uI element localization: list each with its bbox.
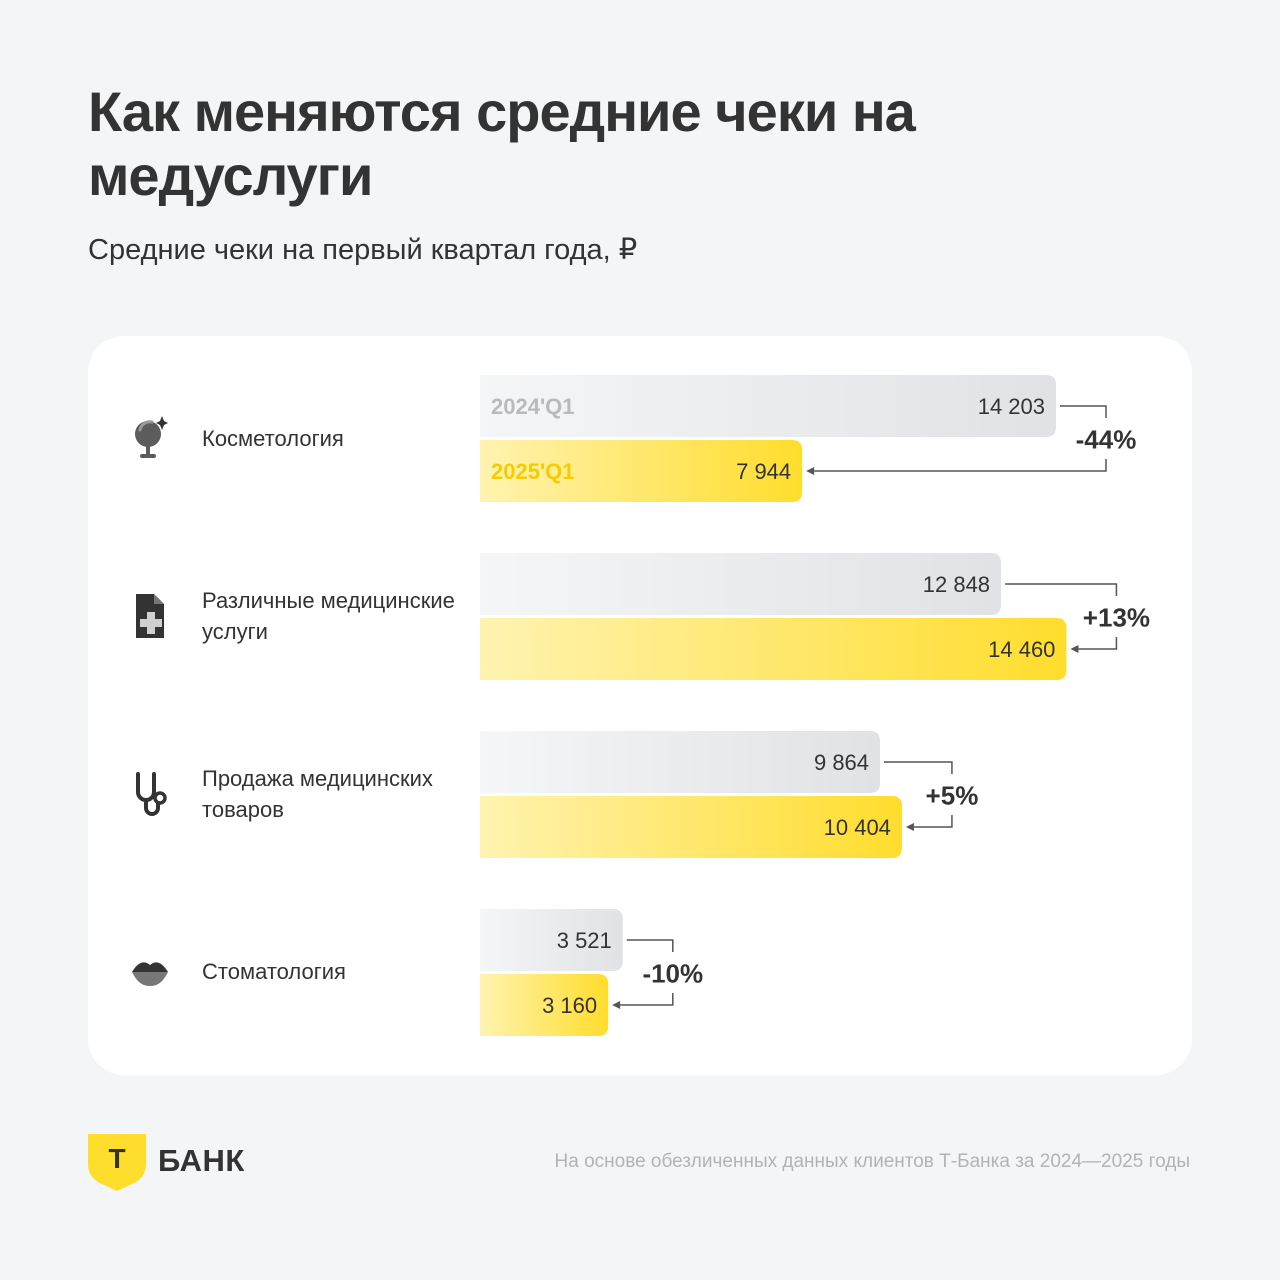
connector-arrow-dentistry <box>612 1001 621 1009</box>
logo-brand-text: БАНК <box>158 1143 245 1178</box>
bar-medical-services-2025 <box>480 618 1067 680</box>
connector-dentistry <box>620 939 674 1006</box>
category-label-cosmetology: Косметология <box>202 426 344 451</box>
legend-label-2025: 2025'Q1 <box>491 459 575 484</box>
connector-arrow-medical-services <box>1070 645 1079 653</box>
value-label-dentistry-2024: 3 521 <box>557 928 612 953</box>
bar-cosmetology-2024 <box>480 375 1056 437</box>
bar-medical-goods-2024 <box>480 731 881 793</box>
value-label-cosmetology-2025: 7 944 <box>736 459 791 484</box>
medical-document-icon <box>136 594 164 638</box>
mirror-icon <box>135 416 168 458</box>
tbank-logo: Т БАНК <box>88 1134 288 1192</box>
value-label-dentistry-2025: 3 160 <box>542 993 597 1018</box>
connector-arrow-cosmetology <box>806 467 815 475</box>
connector-cosmetology <box>814 405 1107 472</box>
change-label-medical-goods: +5% <box>926 781 979 811</box>
page-subtitle: Средние чеки на первый квартал года, ₽ <box>88 234 638 266</box>
value-label-medical-goods-2024: 9 864 <box>814 750 869 775</box>
change-label-dentistry: -10% <box>642 959 703 989</box>
connector-medical-services <box>1005 583 1118 650</box>
connector-arrow-medical-goods <box>905 823 914 831</box>
change-label-medical-services: +13% <box>1083 603 1150 633</box>
bar-cosmetology-2025 <box>480 440 803 502</box>
stethoscope-icon <box>136 772 167 816</box>
category-label-medical-goods: Продажа медицинских товаров <box>202 766 433 822</box>
category-label-medical-services: Различные медицинские услуги <box>202 588 455 644</box>
lips-icon <box>132 962 168 986</box>
logo-letter: Т <box>108 1143 126 1174</box>
bar-dentistry-2025 <box>480 974 609 1036</box>
value-label-medical-goods-2025: 10 404 <box>824 815 891 840</box>
value-label-medical-services-2024: 12 848 <box>923 572 990 597</box>
change-label-cosmetology: -44% <box>1076 425 1137 455</box>
chart-card: Косметология Различные медицинские услуг… <box>88 336 1192 1075</box>
bar-chart: 14 203 2024'Q1 7 944 2025'Q1 -44% 12 848 14 46… <box>480 375 1150 1036</box>
page-title: Как меняются средние чеки на медуслуги <box>88 80 916 207</box>
tbank-shield-icon <box>88 1134 146 1191</box>
bar-dentistry-2024 <box>480 909 623 971</box>
value-label-cosmetology-2024: 14 203 <box>978 394 1045 419</box>
legend-label-2024: 2024'Q1 <box>491 394 575 419</box>
bar-medical-goods-2025 <box>480 796 902 858</box>
connector-medical-goods <box>884 761 953 828</box>
value-label-medical-services-2025: 14 460 <box>988 637 1055 662</box>
category-label-dentistry: Стоматология <box>202 959 346 984</box>
footer-note: На основе обезличенных данных клиентов Т… <box>554 1151 1191 1172</box>
bar-medical-services-2024 <box>480 553 1002 615</box>
